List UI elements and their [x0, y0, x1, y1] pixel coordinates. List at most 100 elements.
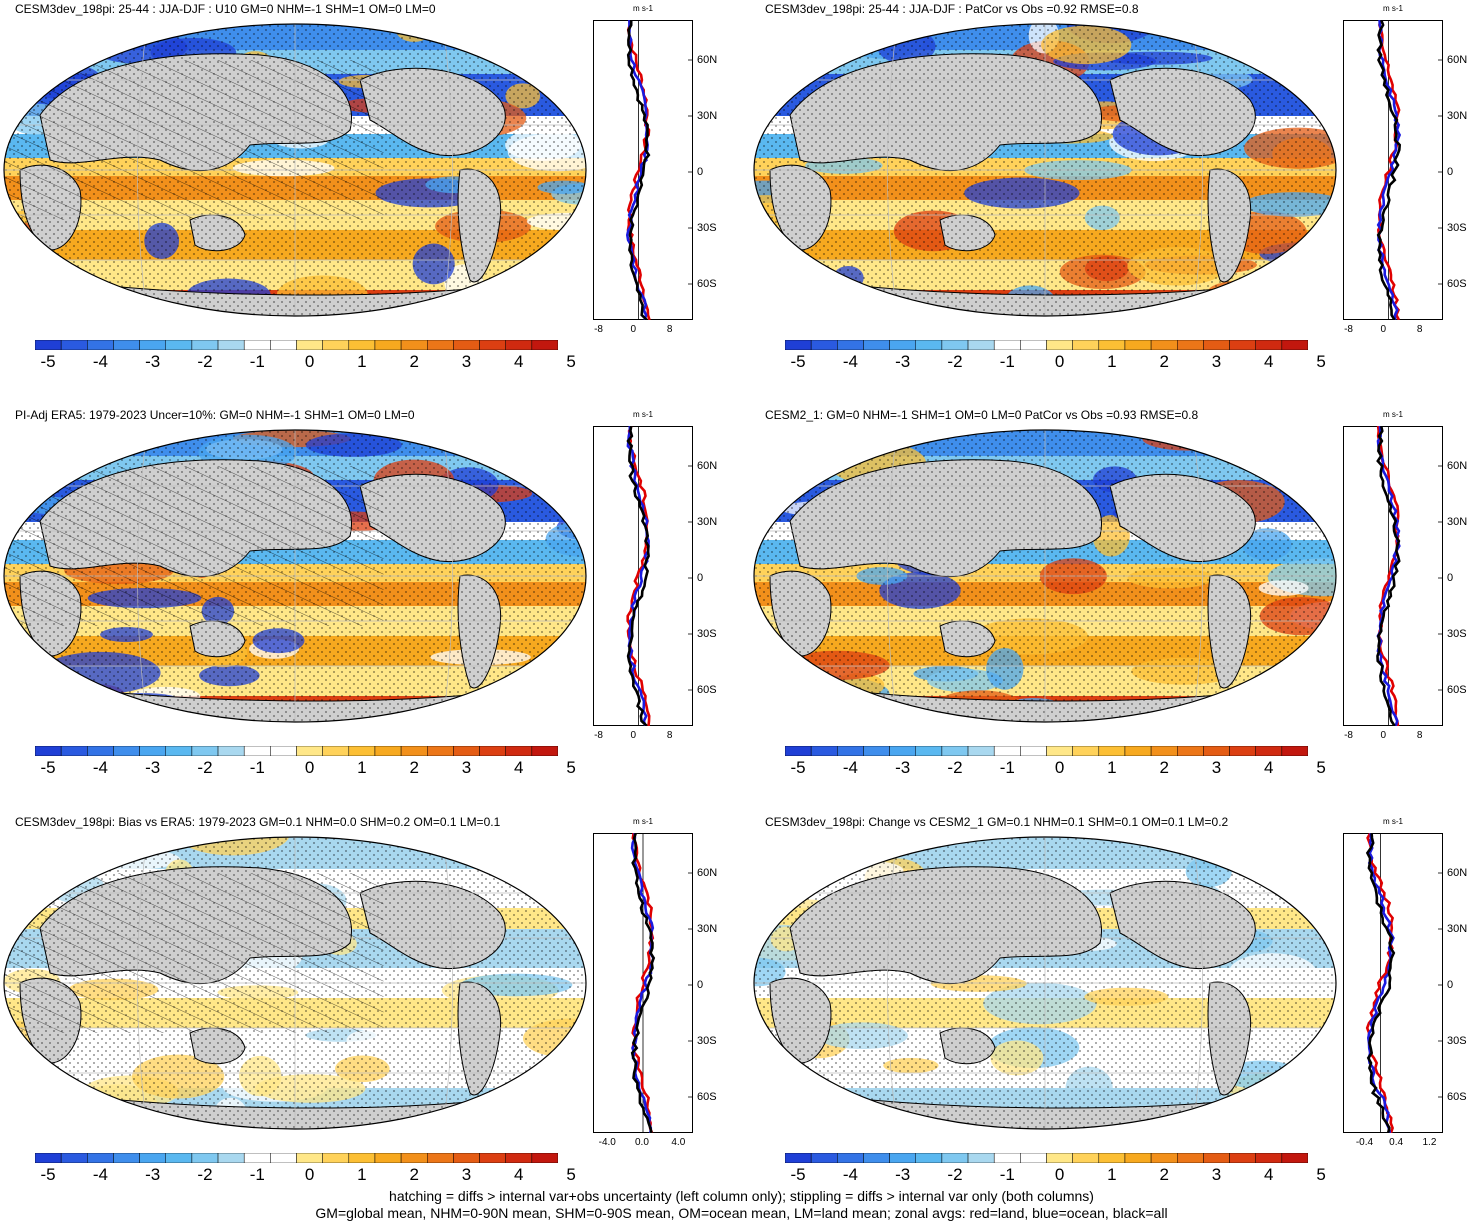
colorbar-swatch: [941, 1153, 969, 1163]
zonal-tick-label: 0: [1380, 324, 1387, 335]
world-map: [753, 23, 1337, 317]
colorbar-label: -1: [249, 758, 265, 777]
colorbar-swatch: [1203, 1153, 1230, 1163]
colorbar-label: -3: [895, 352, 911, 371]
colorbar-label: 5: [566, 352, 576, 371]
graticule-line: [137, 837, 148, 1129]
zonal-tick-label: -8: [1344, 730, 1353, 741]
graticule-line: [442, 430, 453, 722]
colorbar-swatch: [837, 1153, 864, 1163]
lat-label: 0: [1447, 572, 1454, 584]
colorbar-swatch: [479, 746, 506, 756]
colorbar-swatch: [165, 746, 193, 756]
footer-line-1: hatching = diffs > internal var+obs unce…: [389, 1188, 1094, 1204]
map-field-patch: [14, 1056, 47, 1074]
colorbar-swatch: [889, 340, 916, 350]
colorbar-label: 3: [1211, 352, 1222, 371]
units-label: m s-1: [633, 410, 653, 419]
colorbar-label: -3: [145, 1165, 161, 1184]
colorbar-swatch: [374, 340, 402, 350]
colorbar-swatch: [863, 1153, 890, 1163]
lat-label: 60N: [697, 867, 718, 879]
lat-label: 60S: [697, 278, 717, 290]
lat-label: 60N: [697, 54, 718, 66]
colorbar-swatch: [270, 746, 297, 756]
colorbar-label: 5: [1316, 758, 1326, 777]
colorbar-swatch: [1229, 340, 1256, 350]
map-field-patch: [826, 24, 919, 43]
map-field-patch: [1291, 430, 1336, 465]
colorbar-label: -4: [92, 1165, 108, 1184]
map-field-patch: [1305, 476, 1336, 495]
colorbar-swatch: [87, 1153, 114, 1163]
lat-label: 30S: [1447, 1035, 1467, 1047]
colorbar-label: 5: [566, 758, 576, 777]
colorbar-label: -4: [842, 1165, 858, 1184]
colorbar: [35, 746, 558, 756]
map-field-patch: [13, 696, 121, 722]
zonal-series-ocean: [630, 833, 655, 1133]
colorbar-swatch: [87, 746, 114, 756]
lat-label: 30N: [1447, 923, 1468, 935]
lat-label: 60S: [1447, 684, 1467, 696]
colorbar-label: -1: [249, 352, 265, 371]
map-field-patch: [11, 457, 45, 479]
colorbar-swatch: [60, 340, 88, 350]
colorbar-swatch: [837, 340, 864, 350]
map-outline: [3, 23, 587, 317]
colorbar-label: 2: [409, 352, 419, 371]
colorbar-swatch: [1098, 746, 1126, 756]
map-field-patch: [520, 24, 586, 29]
colorbar-label: 1: [357, 1165, 367, 1184]
colorbar-label: 4: [1264, 758, 1274, 777]
zonal-series-all: [1376, 426, 1401, 726]
lat-label: 30S: [697, 222, 717, 234]
colorbar-swatch: [1281, 1153, 1308, 1163]
colorbar-swatch: [915, 1153, 943, 1163]
zonal-tick-label: 8: [666, 324, 673, 335]
colorbar-swatch: [427, 1153, 454, 1163]
colorbar-swatch: [1072, 1153, 1100, 1163]
colorbar-swatch: [837, 746, 864, 756]
colorbar: [35, 1153, 558, 1163]
colorbar-swatch: [810, 340, 838, 350]
units-label: m s-1: [1383, 817, 1403, 826]
colorbar-swatch: [531, 1153, 558, 1163]
colorbar-label: -2: [947, 758, 963, 777]
zonal-mean-plot: [593, 426, 693, 726]
colorbar-swatch: [785, 340, 812, 350]
colorbar-swatch: [941, 746, 969, 756]
map-field-patch: [1299, 458, 1336, 477]
map-field-patch: [795, 844, 844, 864]
colorbar-swatch: [531, 340, 558, 350]
panel-title: CESM3dev_198pi: 25-44 : JJA-DJF : PatCor…: [765, 2, 1139, 16]
map-field-patch: [754, 1099, 805, 1129]
colorbar-swatch: [348, 340, 376, 350]
zonal-tick-label: 0: [1380, 730, 1387, 741]
colorbar-label: 2: [1159, 352, 1169, 371]
colorbar-swatch: [1072, 340, 1100, 350]
colorbar-swatch: [1281, 340, 1308, 350]
colorbar-label: -2: [197, 1165, 213, 1184]
lat-label: 30N: [1447, 516, 1468, 528]
graticule-line: [442, 24, 453, 316]
colorbar-swatch: [191, 1153, 219, 1163]
colorbar-label: -2: [947, 352, 963, 371]
lat-label: 60S: [697, 684, 717, 696]
colorbar-label: -3: [895, 1165, 911, 1184]
colorbar-swatch: [400, 746, 428, 756]
colorbar-label: -5: [790, 758, 806, 777]
map-field-patch: [776, 24, 820, 47]
colorbar-swatch: [1124, 340, 1152, 350]
colorbar-swatch: [296, 746, 323, 756]
colorbar-swatch: [322, 340, 350, 350]
zonal-frame: [1343, 833, 1443, 1133]
colorbar-swatch: [993, 1153, 1021, 1163]
colorbar-swatch: [863, 746, 890, 756]
colorbar-swatch: [941, 340, 969, 350]
panel-title: CESM2_1: GM=0 NHM=-1 SHM=1 OM=0 LM=0 Pat…: [765, 408, 1199, 422]
world-map: [753, 836, 1337, 1130]
colorbar-label: -4: [842, 758, 858, 777]
map-field-patch: [497, 709, 559, 722]
zonal-series-all: [630, 833, 656, 1133]
